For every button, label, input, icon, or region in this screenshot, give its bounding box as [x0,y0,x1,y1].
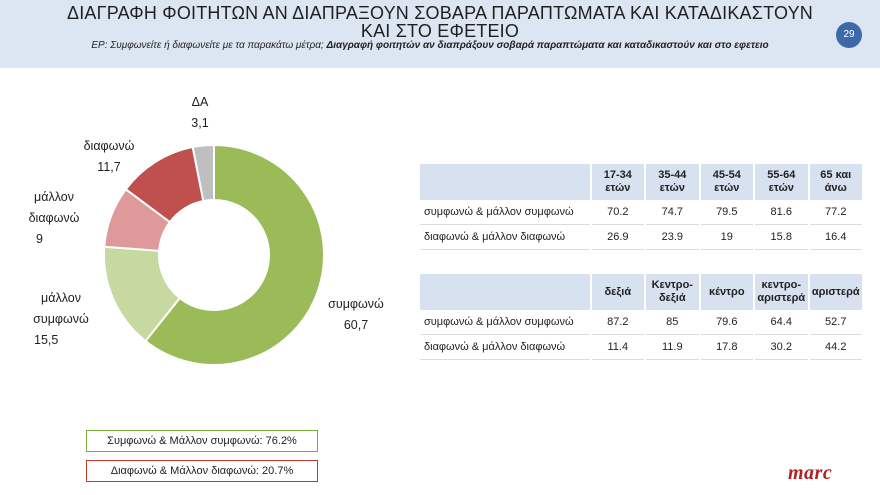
table-cell: 11.9 [646,335,699,360]
table-cell: 79.6 [700,310,754,335]
row-label: διαφωνώ & μάλλον διαφωνώ [420,225,590,250]
question-subtitle: ΕΡ: Συμφωνείτε ή διαφωνείτε με τα παρακά… [40,40,820,52]
slice-label-da: ΔΑ 3,1 [168,92,232,134]
slice-value: 9 [36,232,43,246]
page-number-badge: 29 [836,22,862,48]
marc-logo: marc [788,462,833,484]
slice-value: 3,1 [191,116,209,130]
table-cell: 19 [700,225,754,250]
slice-name: διαφωνώ [83,139,135,153]
row-label: συμφωνώ & μάλλον συμφωνώ [420,310,590,335]
table-row: διαφωνώ & μάλλον διαφωνώ 26.9 23.9 19 15… [420,225,862,250]
summary-agree-box: Συμφωνώ & Μάλλον συμφωνώ: 76.2% [86,430,318,452]
table-cell: 16.4 [809,225,862,250]
ideology-table-corner [420,274,590,310]
table-row: συμφωνώ & μάλλον συμφωνώ 70.2 74.7 79.5 … [420,200,862,225]
table-cell: 74.7 [646,200,699,225]
column-header: 65 και άνω [809,164,862,200]
slice-value: 60,7 [343,318,369,332]
table-cell: 30.2 [755,335,808,360]
table-cell: 17.8 [700,335,754,360]
ideology-table-header-row: δεξιά Κεντρο-δεξιά κέντρο κεντρο-αριστερ… [420,274,862,310]
donut-slice-4 [191,143,215,203]
column-header: 35-44 ετών [646,164,699,200]
slice-label-rather-agree: μάλλον συμφωνώ 15,5 [20,288,102,351]
column-header: δεξιά [591,274,645,310]
table-row: διαφωνώ & μάλλον διαφωνώ 11.4 11.9 17.8 … [420,335,862,360]
question-prefix: ΕΡ: Συμφωνείτε ή διαφωνείτε με τα παρακά… [91,40,324,51]
row-label: διαφωνώ & μάλλον διαφωνώ [420,335,590,360]
slice-name: μάλλον συμφωνώ [33,291,89,326]
column-header: κέντρο [700,274,754,310]
header-bar: ΔΙΑΓΡΑΦΗ ΦΟΙΤΗΤΩΝ ΑΝ ΔΙΑΠΡΑΞΟΥΝ ΣΟΒΑΡΑ Π… [0,0,880,68]
donut-slice-0 [144,143,325,366]
column-header: αριστερά [809,274,862,310]
age-table-corner [420,164,590,200]
donut-chart: ΔΑ 3,1 διαφωνώ 11,7 μάλλον διαφωνώ 9 μάλ… [0,70,420,410]
table-cell: 26.9 [591,225,645,250]
donut-chart-svg [103,143,325,366]
page-title: ΔΙΑΓΡΑΦΗ ΦΟΙΤΗΤΩΝ ΑΝ ΔΙΑΠΡΑΞΟΥΝ ΣΟΒΑΡΑ Π… [67,3,813,41]
slice-value: 11,7 [97,160,121,174]
slice-name: μάλλον διαφωνώ [28,190,80,225]
table-cell: 81.6 [755,200,808,225]
slice-label-agree: συμφωνώ 60,7 [318,294,394,336]
column-header: 55-64 ετών [755,164,808,200]
age-table: 17-34 ετών 35-44 ετών 45-54 ετών 55-64 ε… [418,164,864,250]
row-label: συμφωνώ & μάλλον συμφωνώ [420,200,590,225]
slice-name: ΔΑ [191,95,209,109]
age-table-header-row: 17-34 ετών 35-44 ετών 45-54 ετών 55-64 ε… [420,164,862,200]
table-cell: 23.9 [646,225,699,250]
column-header: 17-34 ετών [591,164,645,200]
table-cell: 52.7 [809,310,862,335]
table-cell: 64.4 [755,310,808,335]
column-header: κεντρο-αριστερά [755,274,808,310]
table-cell: 79.5 [700,200,754,225]
question-item: Διαγραφή φοιτητών αν διαπράξουν σοβαρά π… [326,40,769,51]
slice-label-disagree: διαφωνώ 11,7 [64,136,154,178]
table-cell: 85 [646,310,699,335]
table-cell: 70.2 [591,200,645,225]
slice-label-rather-disagree: μάλλον διαφωνώ 9 [14,187,94,250]
table-row: συμφωνώ & μάλλον συμφωνώ 87.2 85 79.6 64… [420,310,862,335]
table-cell: 15.8 [755,225,808,250]
table-cell: 44.2 [809,335,862,360]
column-header: 45-54 ετών [700,164,754,200]
slice-name: συμφωνώ [328,297,384,311]
column-header: Κεντρο-δεξιά [646,274,699,310]
ideology-table: δεξιά Κεντρο-δεξιά κέντρο κεντρο-αριστερ… [418,274,864,360]
slice-value: 15,5 [34,333,59,347]
table-cell: 11.4 [591,335,645,360]
summary-disagree-box: Διαφωνώ & Μάλλον διαφωνώ: 20.7% [86,460,318,482]
table-cell: 87.2 [591,310,645,335]
table-cell: 77.2 [809,200,862,225]
